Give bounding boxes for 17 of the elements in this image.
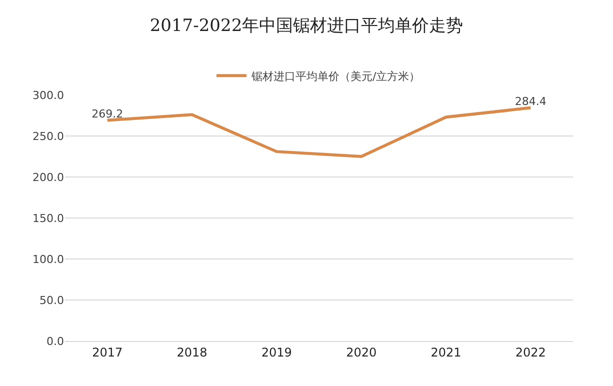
- legend-label: 锯材进口平均单价（美元/立方米）: [250, 70, 420, 83]
- x-tick-label: 2021: [430, 345, 462, 360]
- chart-title: 2017-2022年中国锯材进口平均单价走势: [150, 16, 464, 36]
- y-tick-label: 250.0: [32, 130, 64, 143]
- x-tick-label: 2022: [515, 345, 546, 360]
- data-label: 269.2: [92, 108, 124, 121]
- y-tick-label: 50.0: [40, 294, 64, 307]
- y-tick-label: 150.0: [32, 212, 64, 225]
- x-tick-label: 2017: [92, 345, 123, 360]
- y-tick-label: 100.0: [32, 252, 64, 266]
- y-tick-label: 200.0: [32, 170, 64, 184]
- data-label: 284.4: [514, 95, 546, 108]
- x-tick-label: 2018: [176, 345, 208, 360]
- x-tick-label: 2020: [346, 345, 377, 360]
- y-tick-label: 0.0: [46, 334, 64, 348]
- y-tick-label: 300.0: [32, 88, 64, 102]
- x-tick-label: 2019: [261, 345, 292, 360]
